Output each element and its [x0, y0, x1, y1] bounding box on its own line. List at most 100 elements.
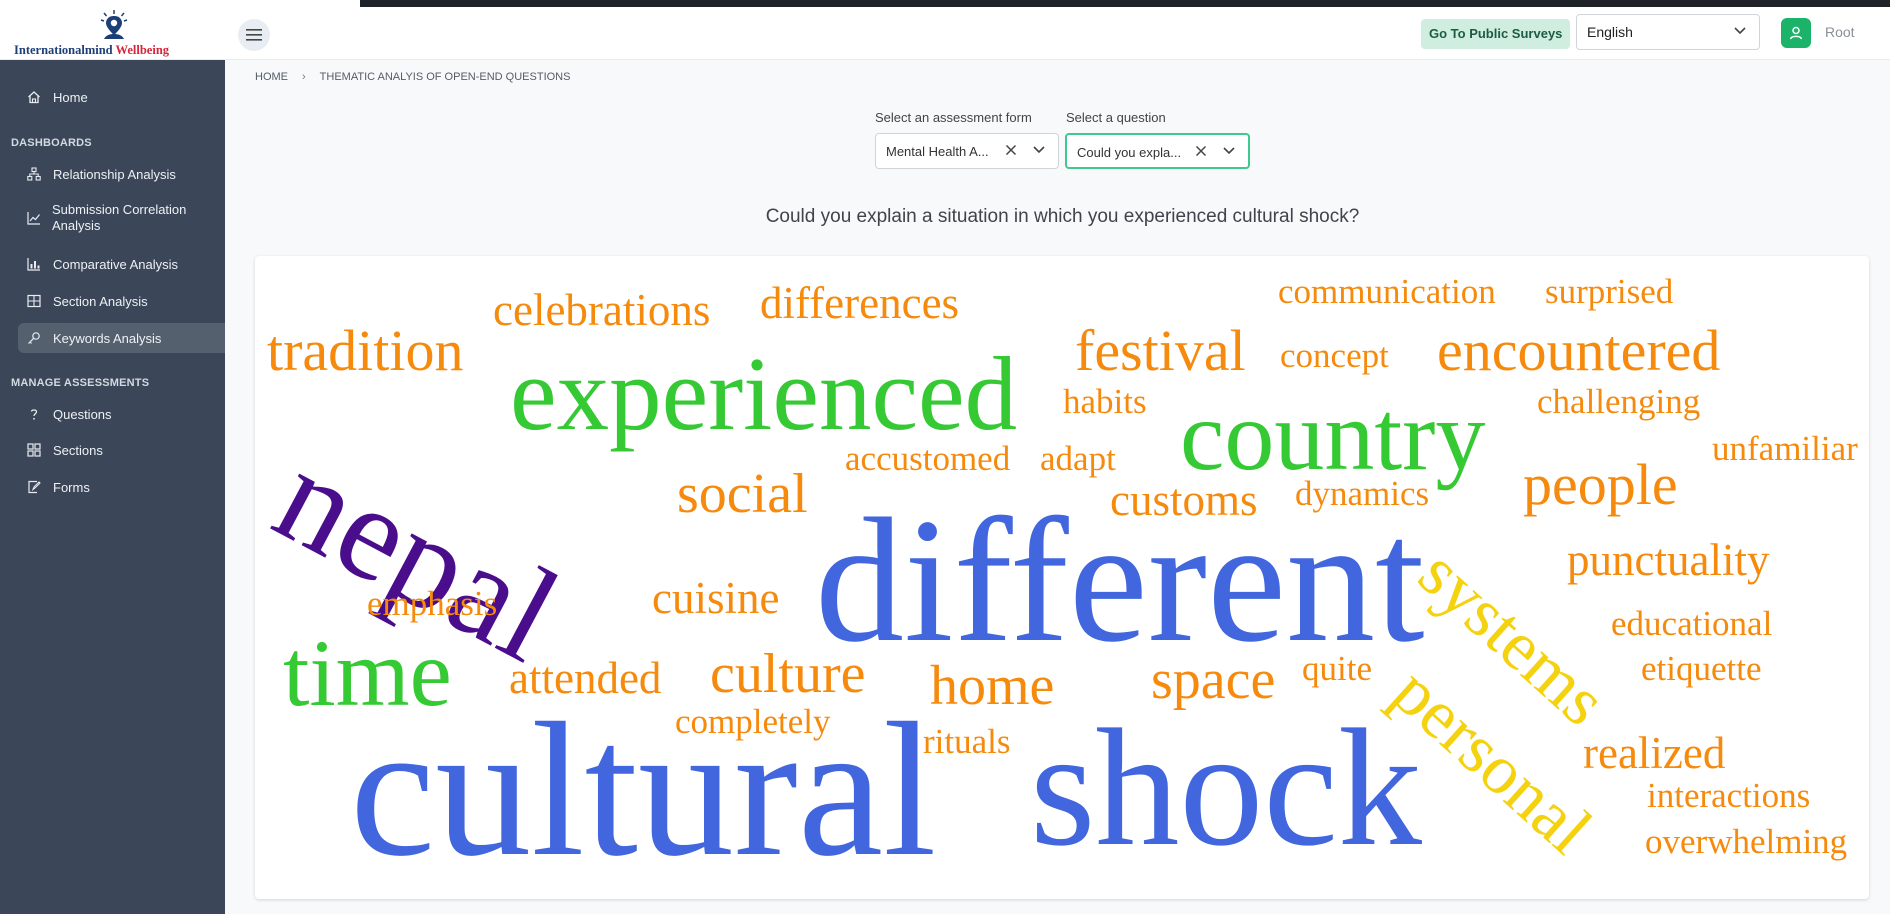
question-title: Could you explain a situation in which y…: [765, 206, 1360, 227]
word-time: time: [283, 620, 452, 726]
question-icon: [26, 406, 42, 422]
question-select-label: Select a question: [1066, 110, 1166, 125]
word-country: country: [1180, 380, 1486, 491]
word-space: space: [1151, 649, 1276, 711]
word-educational: educational: [1611, 604, 1773, 643]
mind-pin-logo-icon: [100, 10, 128, 39]
sidebar-item-submission-correlation-analysis[interactable]: Submission Correlation Analysis: [18, 198, 225, 238]
key-icon: [26, 330, 42, 346]
word-shock: shock: [1030, 695, 1422, 881]
word-cultural: cultural: [350, 683, 937, 896]
word-social: social: [677, 463, 808, 525]
sidebar-item-questions[interactable]: Questions: [18, 399, 225, 429]
sidebar-item-label: Submission Correlation Analysis: [52, 202, 187, 233]
home-icon: [26, 89, 42, 105]
word-interactions: interactions: [1647, 776, 1811, 815]
user-icon: [1789, 26, 1803, 40]
sidebar-item-label: Home: [53, 89, 88, 105]
word-culture: culture: [710, 643, 866, 705]
word-rituals: rituals: [923, 722, 1011, 761]
sidebar: Home DASHBOARDS Relationship Analysis Su…: [0, 60, 225, 914]
word-adapt: adapt: [1040, 439, 1116, 478]
word-differences: differences: [760, 278, 960, 328]
word-festival: festival: [1075, 318, 1246, 383]
clear-icon[interactable]: [1194, 144, 1208, 158]
sidebar-item-label: Forms: [53, 479, 90, 495]
brand-name-part1: Internationalmind: [14, 43, 113, 57]
sidebar-item-home[interactable]: Home: [18, 82, 225, 112]
assessment-form-label: Select an assessment form: [875, 110, 1032, 125]
sidebar-item-forms[interactable]: Forms: [18, 472, 225, 502]
word-people: people: [1523, 452, 1678, 517]
sidebar-item-relationship-analysis[interactable]: Relationship Analysis: [18, 159, 225, 189]
brand-name: Internationalmind Wellbeing: [14, 43, 169, 58]
window-top-strip: [0, 0, 1890, 7]
form-icon: [26, 479, 42, 495]
word-cuisine: cuisine: [652, 573, 780, 623]
word-etiquette: etiquette: [1641, 649, 1762, 688]
word-encountered: encountered: [1437, 318, 1721, 383]
language-select[interactable]: English: [1576, 14, 1760, 50]
word-emphasis: emphasis: [367, 584, 498, 623]
word-home: home: [930, 655, 1055, 717]
sidebar-item-label: Relationship Analysis: [53, 166, 176, 182]
question-select[interactable]: Could you expla...: [1065, 133, 1250, 169]
clear-icon[interactable]: [1004, 143, 1018, 157]
go-to-public-surveys-button[interactable]: Go To Public Surveys: [1421, 19, 1571, 49]
word-celebrations: celebrations: [493, 285, 711, 335]
sidebar-item-keywords-analysis[interactable]: Keywords Analysis: [18, 323, 225, 353]
chevron-down-icon: [1734, 27, 1746, 35]
word-challenging: challenging: [1537, 382, 1701, 421]
word-experienced: experienced: [510, 335, 1018, 452]
breadcrumb-separator-icon: ›: [302, 71, 306, 83]
word-unfamiliar: unfamiliar: [1712, 429, 1858, 468]
language-select-value: English: [1587, 24, 1633, 40]
user-avatar[interactable]: [1781, 18, 1811, 48]
table-icon: [26, 293, 42, 309]
sidebar-item-label: Comparative Analysis: [53, 256, 178, 272]
grid-icon: [26, 442, 42, 458]
sitemap-icon: [26, 166, 42, 182]
word-tradition: tradition: [267, 318, 464, 383]
question-select-value: Could you expla...: [1077, 145, 1182, 160]
assessment-form-select[interactable]: Mental Health A...: [875, 133, 1059, 169]
chevron-down-icon[interactable]: [1222, 146, 1236, 156]
word-dynamics: dynamics: [1295, 474, 1430, 513]
sidebar-item-label: Keywords Analysis: [53, 330, 162, 346]
word-realized: realized: [1583, 728, 1726, 778]
word-customs: customs: [1110, 475, 1258, 525]
chevron-down-icon[interactable]: [1032, 145, 1046, 155]
word-punctuality: punctuality: [1567, 535, 1770, 585]
word-communication: communication: [1278, 272, 1496, 311]
bar-chart-icon: [26, 256, 42, 272]
word-completely: completely: [675, 702, 831, 741]
sidebar-item-section-analysis[interactable]: Section Analysis: [18, 286, 225, 316]
sidebar-item-label: Sections: [53, 442, 103, 458]
brand-logo[interactable]: Internationalmind Wellbeing: [14, 7, 214, 60]
breadcrumb: HOME › THEMATIC ANALYIS OF OPEN-END QUES…: [255, 71, 570, 83]
dashboards-section-title: DASHBOARDS: [11, 137, 92, 149]
word-attended: attended: [509, 653, 662, 703]
word-overwhelming: overwhelming: [1645, 822, 1848, 861]
breadcrumb-current: THEMATIC ANALYIS OF OPEN-END QUESTIONS: [319, 71, 571, 83]
sidebar-item-label: Section Analysis: [53, 293, 148, 309]
word-surprised: surprised: [1545, 272, 1674, 311]
sidebar-item-label: Questions: [53, 406, 112, 422]
word-habits: habits: [1063, 382, 1147, 421]
word-concept: concept: [1280, 336, 1389, 375]
user-name[interactable]: Root: [1825, 24, 1855, 40]
brand-name-part2: Wellbeing: [115, 43, 170, 57]
top-header: Internationalmind Wellbeing Go To Public…: [0, 7, 1890, 60]
word-different: different: [815, 481, 1425, 679]
word-cloud: different cultural shock nepal experienc…: [255, 256, 1869, 899]
hamburger-icon: [246, 29, 262, 41]
manage-assessments-section-title: MANAGE ASSESSMENTS: [11, 377, 150, 389]
hamburger-menu-button[interactable]: [238, 19, 270, 51]
sidebar-item-sections[interactable]: Sections: [18, 435, 225, 465]
breadcrumb-home[interactable]: HOME: [255, 71, 288, 83]
line-chart-icon: [26, 210, 42, 226]
word-accustomed: accustomed: [845, 439, 1011, 478]
assessment-form-value: Mental Health A...: [886, 144, 989, 159]
sidebar-item-comparative-analysis[interactable]: Comparative Analysis: [18, 249, 225, 279]
word-quite: quite: [1302, 649, 1372, 688]
